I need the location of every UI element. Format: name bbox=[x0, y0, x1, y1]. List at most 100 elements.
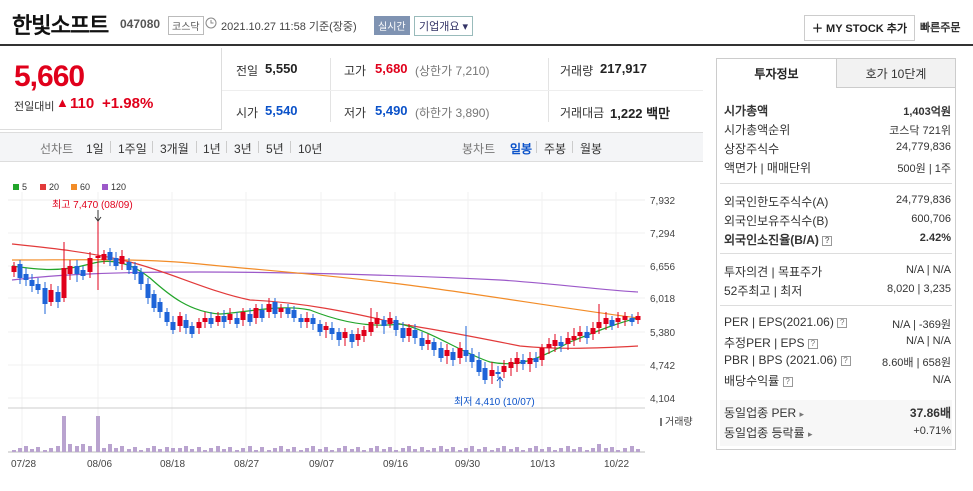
sector-change-text: 동일업종 등락률 bbox=[724, 426, 805, 440]
candle bbox=[202, 312, 208, 328]
foreign-hold-value: 600,706 bbox=[911, 213, 951, 225]
candle bbox=[304, 312, 310, 328]
candle-body bbox=[298, 318, 304, 322]
candle-body bbox=[240, 312, 246, 320]
volume-bar bbox=[267, 450, 271, 452]
candle-body bbox=[495, 372, 501, 374]
candle-body bbox=[565, 338, 571, 344]
volume-bar bbox=[222, 449, 226, 452]
candle bbox=[463, 326, 469, 362]
candle-body bbox=[253, 308, 259, 318]
period-3m[interactable]: 3개월 bbox=[160, 142, 189, 156]
candle bbox=[501, 360, 507, 378]
separator bbox=[536, 141, 537, 153]
legend-ma20: 20 bbox=[49, 182, 59, 192]
candle bbox=[368, 308, 374, 336]
candle bbox=[323, 322, 329, 338]
candle-body bbox=[291, 310, 297, 318]
help-icon[interactable]: ? bbox=[782, 376, 793, 387]
tab-quote-10[interactable]: 호가 10단계 bbox=[836, 58, 956, 88]
volume-bar bbox=[547, 447, 551, 452]
candle bbox=[489, 362, 495, 384]
candle bbox=[469, 348, 475, 368]
candle-body bbox=[227, 314, 233, 320]
candle-body bbox=[234, 318, 240, 324]
candle-weekly[interactable]: 주봉 bbox=[544, 142, 567, 156]
period-5y[interactable]: 5년 bbox=[266, 142, 284, 156]
volume-bar bbox=[102, 448, 106, 452]
candle bbox=[615, 312, 621, 328]
volume-bar bbox=[604, 448, 608, 452]
volume-bar bbox=[362, 450, 366, 452]
sector-change-label: 동일업종 등락률 ▸ bbox=[724, 424, 813, 441]
legend-ma120: 120 bbox=[111, 182, 126, 192]
candle-body bbox=[183, 320, 189, 328]
candle bbox=[329, 322, 335, 340]
volume-bar bbox=[426, 450, 430, 452]
help-icon[interactable]: ? bbox=[837, 317, 848, 328]
candle-body bbox=[336, 332, 342, 340]
opinion-label: 투자의견 | 목표주가 bbox=[724, 265, 823, 279]
candle bbox=[552, 334, 558, 352]
candle bbox=[603, 312, 609, 330]
volume-bar bbox=[432, 448, 436, 452]
help-icon[interactable]: ? bbox=[822, 235, 833, 246]
candle-body bbox=[189, 326, 195, 334]
candle bbox=[629, 314, 635, 326]
volume-bar bbox=[81, 444, 85, 452]
volume-bar bbox=[139, 450, 143, 452]
candle bbox=[476, 352, 482, 376]
period-10y[interactable]: 10년 bbox=[298, 142, 323, 156]
candle bbox=[361, 326, 367, 342]
help-icon[interactable]: ? bbox=[840, 355, 851, 366]
realtime-button[interactable]: 실시간 bbox=[374, 16, 410, 35]
candle-body bbox=[329, 328, 335, 334]
candle bbox=[495, 366, 501, 378]
candle bbox=[189, 322, 195, 338]
candle-body bbox=[151, 294, 157, 308]
candle bbox=[310, 314, 316, 330]
est-per-label: 추정PER | EPS ? bbox=[724, 334, 818, 351]
candle-body bbox=[374, 318, 380, 324]
x-tick: 09/16 bbox=[383, 459, 408, 470]
help-icon[interactable]: ? bbox=[807, 338, 818, 349]
volume-bar bbox=[56, 446, 60, 452]
volume-bar bbox=[311, 446, 315, 452]
candle-body bbox=[61, 268, 67, 298]
candle bbox=[450, 348, 456, 366]
high-arrow-head bbox=[94, 216, 102, 222]
candle-body bbox=[157, 302, 163, 312]
period-3y[interactable]: 3년 bbox=[234, 142, 252, 156]
week52-label: 52주최고 | 최저 bbox=[724, 284, 803, 298]
candle bbox=[412, 324, 418, 344]
candle bbox=[74, 260, 80, 282]
low-label: 저가 bbox=[344, 106, 367, 120]
period-1y[interactable]: 1년 bbox=[203, 142, 221, 156]
candle bbox=[298, 314, 304, 328]
volume-label: 거래량 bbox=[665, 416, 693, 428]
company-info-dropdown[interactable]: 기업개요 ▾ bbox=[414, 16, 474, 36]
x-tick: 07/28 bbox=[11, 459, 36, 470]
opinion-value: N/A | N/A bbox=[905, 264, 951, 276]
candle-body bbox=[444, 350, 450, 356]
candle-body bbox=[469, 354, 475, 362]
candle-monthly[interactable]: 월봉 bbox=[580, 142, 603, 156]
quick-order-link[interactable]: 빠른주문 bbox=[920, 22, 961, 34]
candle-daily[interactable]: 일봉 bbox=[510, 142, 533, 156]
tab-invest-info[interactable]: 투자정보 bbox=[716, 58, 836, 88]
stock-chart[interactable]: 5 20 60 120 최고 7,470 (08/09) 최저 4,410 (1… bbox=[0, 162, 703, 491]
par-value-label: 액면가 | 매매단위 bbox=[724, 161, 812, 175]
candle bbox=[101, 250, 107, 264]
divider bbox=[222, 90, 703, 91]
candle bbox=[381, 316, 387, 334]
candle-body bbox=[501, 366, 507, 372]
candle bbox=[558, 336, 564, 352]
market-cap-label: 시가총액 bbox=[724, 104, 769, 118]
pbr-bps-value: 8.60배 | 658원 bbox=[882, 357, 951, 369]
period-1d[interactable]: 1일 bbox=[86, 142, 104, 156]
period-1w[interactable]: 1주일 bbox=[118, 142, 147, 156]
volume-bar bbox=[407, 446, 411, 452]
add-mystock-button[interactable]: ＋ MY STOCK 추가 bbox=[804, 15, 916, 41]
candle bbox=[234, 312, 240, 328]
volume-bar bbox=[597, 444, 601, 452]
